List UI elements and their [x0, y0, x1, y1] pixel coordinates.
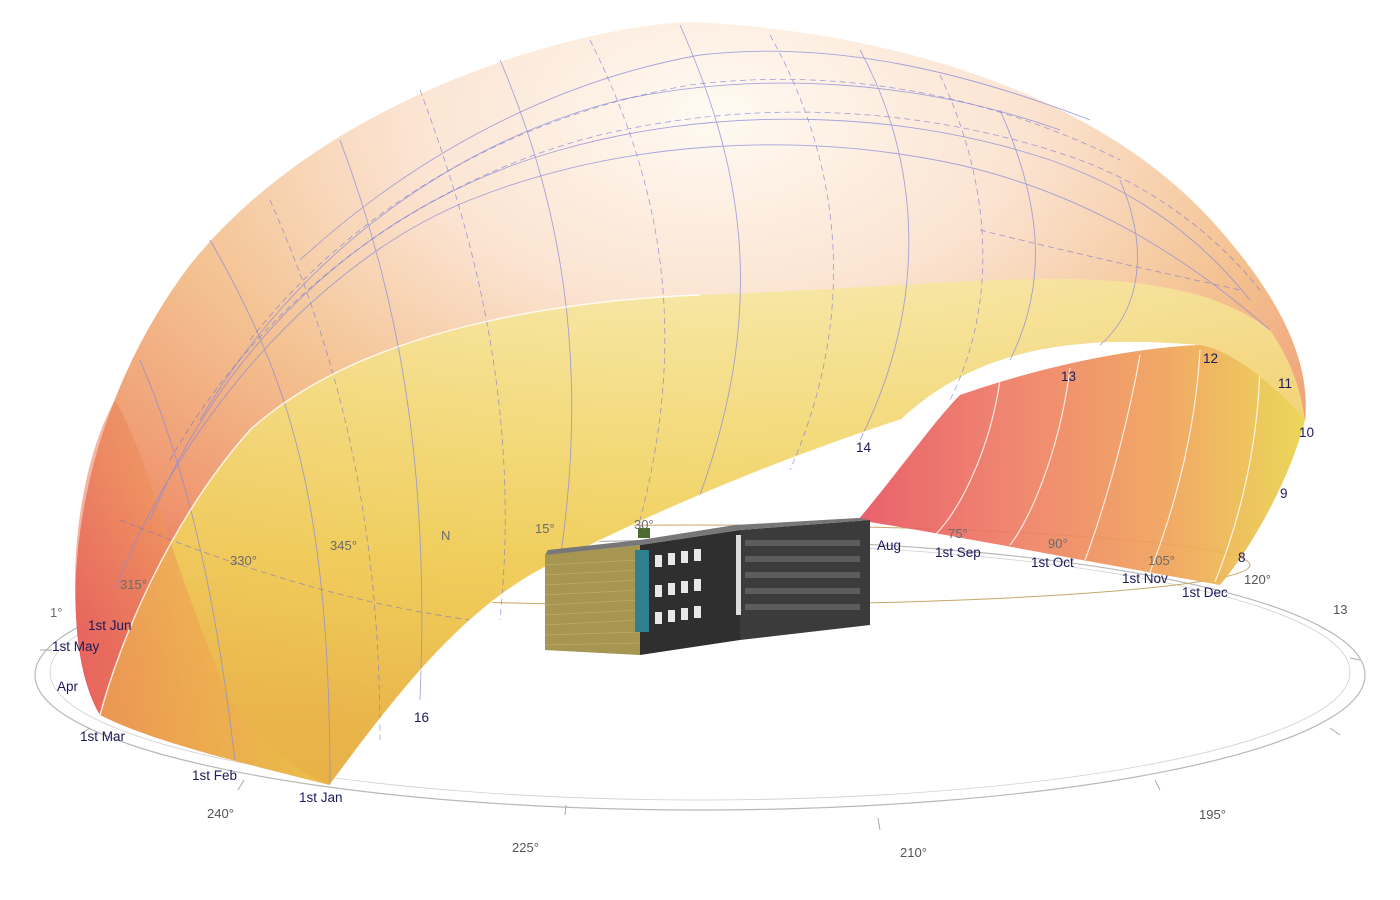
compass-label-105: 105° — [1148, 553, 1175, 568]
degree-label-120: 120° — [1244, 572, 1271, 587]
month-label-mar: 1st Mar — [80, 729, 126, 744]
month-label-nov: 1st Nov — [1122, 571, 1168, 586]
month-labels: 1st Jan 1st Feb 1st Mar Apr 1st May 1st … — [52, 538, 1228, 805]
month-label-feb: 1st Feb — [192, 768, 237, 783]
degree-label-195: 195° — [1199, 807, 1226, 822]
compass-label-75: 75° — [948, 526, 968, 541]
month-label-apr: Apr — [57, 679, 79, 694]
compass-label-15: 15° — [535, 521, 555, 536]
compass-label-345: 345° — [330, 538, 357, 553]
compass-label-315: 315° — [120, 577, 147, 592]
outer-degree-labels: 240° 225° 210° 195° 120° — [207, 572, 1271, 860]
degree-label-210: 210° — [900, 845, 927, 860]
compass-label-n: N — [441, 528, 450, 543]
compass-label-330: 330° — [230, 553, 257, 568]
hour-labels: 16 14 13 12 11 10 9 8 13 — [414, 351, 1347, 725]
hour-label-9: 9 — [1280, 486, 1288, 501]
compass-label-1: 1° — [50, 605, 62, 620]
month-label-dec: 1st Dec — [1182, 585, 1228, 600]
hour-label-12: 12 — [1203, 351, 1218, 366]
hour-label-8: 8 — [1238, 550, 1246, 565]
sun-path-right-arm — [858, 344, 1306, 585]
degree-label-225: 225° — [512, 840, 539, 855]
compass-label-30: 30° — [634, 517, 654, 532]
month-label-sep: 1st Sep — [935, 545, 981, 560]
hour-label-13-ring: 13 — [1333, 602, 1347, 617]
hour-label-14: 14 — [856, 440, 872, 455]
degree-label-240: 240° — [207, 806, 234, 821]
inner-compass-labels: 315° 330° 345° N 15° 30° 75° 90° 105° 1° — [50, 517, 1175, 620]
hour-label-16: 16 — [414, 710, 429, 725]
hour-label-10: 10 — [1299, 425, 1314, 440]
month-label-jan: 1st Jan — [299, 790, 343, 805]
month-label-jun: 1st Jun — [88, 618, 132, 633]
month-label-may: 1st May — [52, 639, 100, 654]
building-model — [544, 518, 870, 655]
sun-path-dome — [74, 22, 1306, 786]
hour-label-13: 13 — [1061, 369, 1076, 384]
hour-label-11: 11 — [1278, 376, 1292, 391]
compass-label-90: 90° — [1048, 536, 1068, 551]
month-label-aug: Aug — [877, 538, 901, 553]
month-label-oct: 1st Oct — [1031, 555, 1074, 570]
